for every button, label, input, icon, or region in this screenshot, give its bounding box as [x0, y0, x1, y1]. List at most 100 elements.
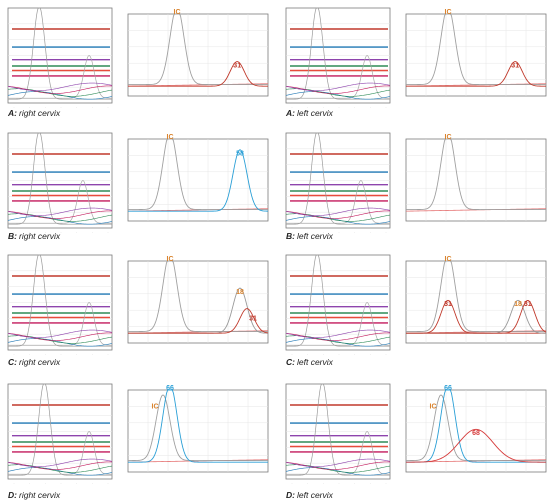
peak-label-IC: IC — [445, 256, 452, 263]
baseline-curve — [7, 207, 113, 216]
ic-curve — [286, 7, 390, 100]
peak-label-58: 58 — [236, 151, 244, 158]
tick-label: · — [386, 481, 387, 485]
tick-label: · — [292, 230, 293, 234]
tick-label: · — [292, 352, 293, 356]
tick-label: · — [323, 230, 324, 234]
caption-letter: C: — [286, 357, 295, 367]
baseline-curve — [285, 461, 391, 470]
tick-label: · — [323, 105, 324, 109]
ic-curve — [8, 132, 112, 225]
panel-caption: C: right cervix — [8, 357, 61, 367]
type-curve — [128, 61, 268, 87]
panel-caption: D: right cervix — [8, 490, 61, 500]
secondary-curve — [8, 431, 113, 475]
caption-text: right cervix — [19, 357, 61, 367]
tick-label: · — [14, 481, 15, 485]
tick-label: · — [61, 352, 62, 356]
peak-label-18: 18 — [514, 301, 522, 308]
tick-label: · — [61, 105, 62, 109]
tick-label: · — [61, 230, 62, 234]
baseline-curve — [7, 210, 113, 219]
tick-label: · — [108, 352, 109, 356]
secondary-curve — [286, 180, 390, 224]
baseline-curve — [7, 216, 113, 225]
ic-curve — [286, 254, 390, 347]
plot-frame — [405, 389, 547, 473]
type-curve — [406, 61, 546, 87]
caption-text: right cervix — [19, 490, 61, 500]
satellite-plot: · · · · · · · — [7, 7, 113, 109]
peak-label-IC: IC — [167, 256, 174, 263]
tick-label: · — [29, 481, 30, 485]
tick-label: · — [339, 352, 340, 356]
tick-label: · — [76, 352, 77, 356]
caption-letter: A: — [285, 108, 295, 118]
baseline-curve — [7, 91, 113, 100]
peak-label-31: 31 — [511, 62, 519, 69]
tick-label: · — [307, 352, 308, 356]
tick-label: · — [307, 481, 308, 485]
panel-caption: C: left cervix — [286, 357, 334, 367]
panel-caption: B: left cervix — [286, 231, 334, 241]
ic-curve — [406, 138, 546, 210]
melt-curve-plot: 66 IC 68 — [405, 385, 547, 473]
tick-label: · — [14, 352, 15, 356]
tick-label: · — [370, 105, 371, 109]
baseline-curve — [7, 85, 113, 94]
tick-label: · — [370, 352, 371, 356]
tick-label: · — [307, 230, 308, 234]
peak-label-31: 31 — [444, 301, 452, 308]
tick-label: · — [292, 481, 293, 485]
tick-label: · — [108, 105, 109, 109]
tick-label: · — [108, 230, 109, 234]
type-curve — [128, 389, 268, 463]
baseline-curve — [7, 338, 113, 347]
tick-label: · — [76, 481, 77, 485]
baseline-curve — [285, 210, 391, 219]
melt-curve-plot: IC 31 — [405, 9, 547, 97]
tick-label: · — [14, 105, 15, 109]
tick-label: · — [370, 230, 371, 234]
tick-label: · — [339, 105, 340, 109]
ic-curve — [406, 13, 546, 85]
peak-label-IC: IC — [167, 134, 174, 141]
panel-caption: A: left cervix — [285, 108, 334, 118]
tick-label: · — [45, 352, 46, 356]
tick-label: · — [339, 230, 340, 234]
tick-label: · — [76, 105, 77, 109]
peak-label-31: 31 — [249, 315, 257, 322]
satellite-plot: · · · · · · · — [285, 7, 391, 109]
tick-label: · — [108, 481, 109, 485]
caption-text: left cervix — [297, 357, 334, 367]
tick-label: · — [354, 230, 355, 234]
caption-letter: B: — [286, 231, 295, 241]
tick-label: · — [76, 230, 77, 234]
tick-label: · — [354, 352, 355, 356]
tick-label: · — [370, 481, 371, 485]
tick-label: · — [14, 230, 15, 234]
tick-label: · — [292, 105, 293, 109]
baseline-curve — [7, 458, 113, 467]
ic-curve — [8, 7, 112, 100]
plot-frame — [405, 138, 547, 222]
tick-label: · — [354, 481, 355, 485]
baseline-curve — [285, 207, 391, 216]
tick-label: · — [92, 230, 93, 234]
type-curve — [128, 308, 269, 334]
baseline-curve — [285, 458, 391, 467]
secondary-curve — [8, 302, 113, 346]
baseline-curve — [285, 85, 391, 94]
peak-label-66: 66 — [166, 385, 174, 392]
secondary-curve — [8, 180, 112, 224]
plot-frame — [405, 260, 547, 344]
secondary-curve — [286, 431, 391, 475]
melt-curve-plot: IC 18 31 — [127, 256, 269, 344]
tick-label: · — [323, 352, 324, 356]
satellite-plot: · · · · · · · — [285, 132, 391, 234]
type-curve — [406, 299, 547, 334]
peak-label-IC: IC — [174, 9, 181, 16]
baseline-curve — [7, 467, 113, 476]
